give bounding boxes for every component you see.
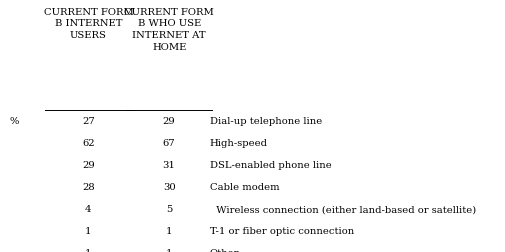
Text: 1: 1 [166,249,172,252]
Text: 31: 31 [163,161,176,170]
Text: 29: 29 [82,161,95,170]
Text: Wireless connection (either land-based or satellite): Wireless connection (either land-based o… [210,205,476,214]
Text: 28: 28 [82,183,95,192]
Text: %: % [9,117,19,126]
Text: 4: 4 [85,205,91,214]
Text: DSL-enabled phone line: DSL-enabled phone line [210,161,331,170]
Text: 1: 1 [85,249,91,252]
Text: 27: 27 [82,117,95,126]
Text: 29: 29 [163,117,176,126]
Text: High-speed: High-speed [210,139,268,148]
Text: 1: 1 [85,227,91,236]
Text: CURRENT FORM
B WHO USE
INTERNET AT
HOME: CURRENT FORM B WHO USE INTERNET AT HOME [124,8,214,52]
Text: Other: Other [210,249,239,252]
Text: Cable modem: Cable modem [210,183,279,192]
Text: 5: 5 [166,205,172,214]
Text: T-1 or fiber optic connection: T-1 or fiber optic connection [210,227,354,236]
Text: CURRENT FORM
B INTERNET
USERS: CURRENT FORM B INTERNET USERS [43,8,133,40]
Text: Dial-up telephone line: Dial-up telephone line [210,117,322,126]
Text: 30: 30 [163,183,176,192]
Text: 67: 67 [163,139,176,148]
Text: 62: 62 [82,139,95,148]
Text: 1: 1 [166,227,172,236]
